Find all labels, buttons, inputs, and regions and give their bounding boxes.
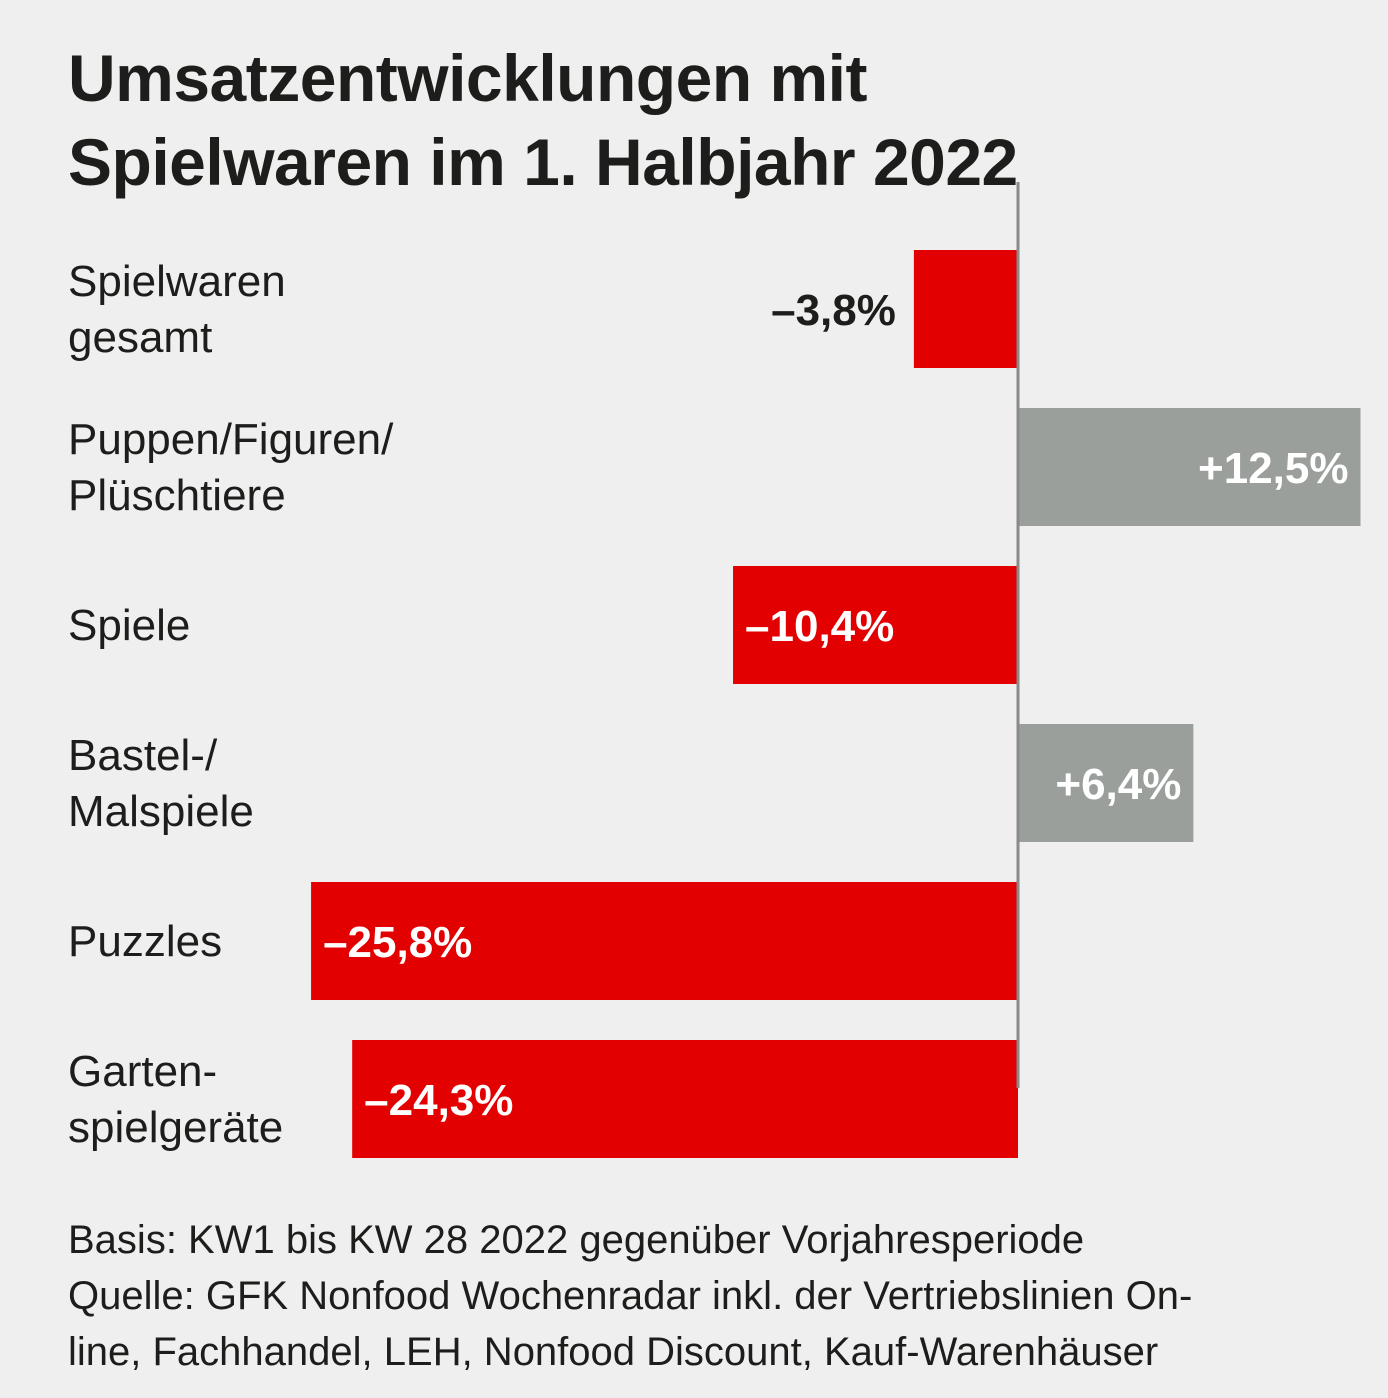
footnote-source-line-1: Quelle: GFK Nonfood Wochenradar inkl. de… bbox=[68, 1274, 1193, 1318]
value-label-4: –25,8% bbox=[323, 918, 472, 967]
bar-1 bbox=[1018, 408, 1361, 526]
category-label-4: Puzzles bbox=[68, 917, 222, 966]
footnote-source-line-2: line, Fachhandel, LEH, Nonfood Discount,… bbox=[68, 1330, 1159, 1374]
value-label-1: +12,5% bbox=[1198, 444, 1348, 493]
footnote-basis: Basis: KW1 bis KW 28 2022 gegenüber Vorj… bbox=[68, 1218, 1085, 1262]
chart-title-line-1: Umsatzentwicklungen mit bbox=[68, 41, 867, 115]
category-label-3: Bastel-/Malspiele bbox=[68, 731, 254, 836]
category-label-2: Spiele bbox=[68, 601, 190, 650]
bar-4 bbox=[311, 882, 1019, 1000]
value-label-0: –3,8% bbox=[771, 286, 896, 335]
category-label-5: Garten-spielgeräte bbox=[68, 1047, 283, 1152]
value-label-5: –24,3% bbox=[364, 1076, 513, 1125]
value-label-2: –10,4% bbox=[745, 602, 894, 651]
bar-3 bbox=[1018, 724, 1194, 842]
chart-title-line-2: Spielwaren im 1. Halbjahr 2022 bbox=[68, 125, 1018, 199]
bar-5 bbox=[352, 1040, 1018, 1158]
value-label-3: +6,4% bbox=[1055, 760, 1181, 809]
chart-footnote: Basis: KW1 bis KW 28 2022 gegenüber Vorj… bbox=[68, 1212, 1368, 1380]
chart-title: Umsatzentwicklungen mit Spielwaren im 1.… bbox=[68, 36, 1368, 204]
bar-chart: –3,8% Spielwaren gesamt +12,5% Puppen/Figure… bbox=[68, 182, 1361, 1158]
category-label-0: Spielwaren gesamt bbox=[68, 257, 286, 362]
bar-2 bbox=[733, 566, 1018, 684]
category-label-1: Puppen/Figuren/Plüschtiere bbox=[68, 415, 394, 520]
bar-0 bbox=[913, 250, 1018, 368]
